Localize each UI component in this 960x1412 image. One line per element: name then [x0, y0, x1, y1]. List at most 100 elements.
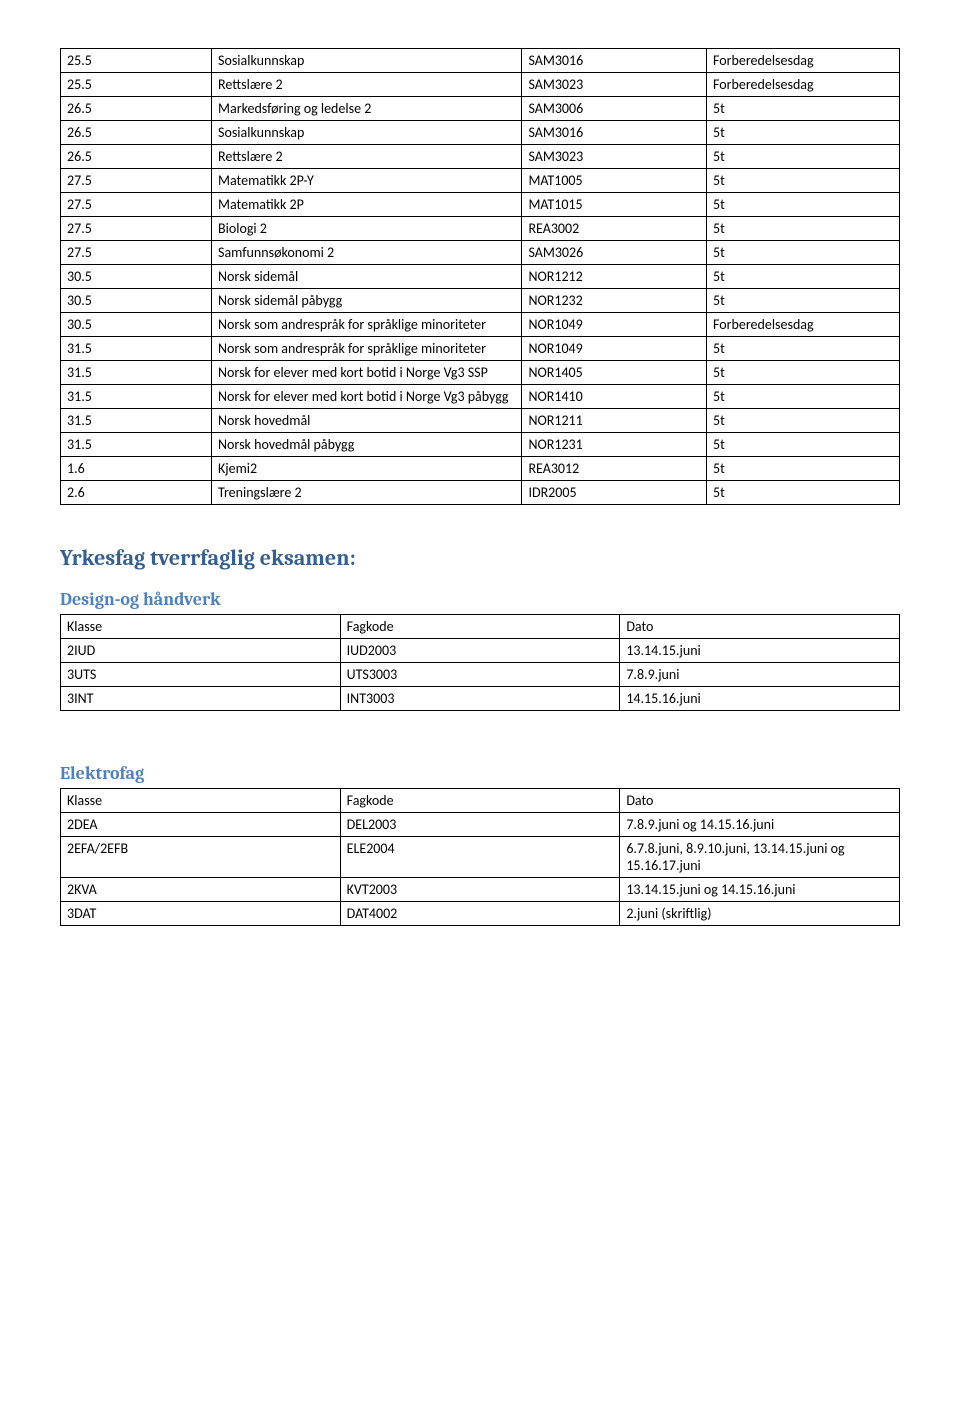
- cell: Forberedelsesdag: [707, 73, 900, 97]
- table-row: 2KVAKVT200313.14.15.juni og 14.15.16.jun…: [61, 878, 900, 902]
- elektro-heading: Elektrofag: [60, 763, 900, 784]
- cell: 5t: [707, 193, 900, 217]
- cell: 5t: [707, 169, 900, 193]
- table-row: 27.5Matematikk 2P-YMAT10055t: [61, 169, 900, 193]
- section-heading: Yrkesfag tverrfaglig eksamen:: [60, 545, 900, 571]
- cell: Markedsføring og ledelse 2: [212, 97, 522, 121]
- cell: 27.5: [61, 217, 212, 241]
- cell: 5t: [707, 409, 900, 433]
- main-exam-table: 25.5SosialkunnskapSAM3016Forberedelsesda…: [60, 48, 900, 505]
- table-row: 2DEADEL20037.8.9.juni og 14.15.16.juni: [61, 813, 900, 837]
- cell: NOR1231: [522, 433, 707, 457]
- header-cell: Dato: [620, 789, 900, 813]
- cell: NOR1405: [522, 361, 707, 385]
- cell: 3DAT: [61, 902, 341, 926]
- cell: Biologi 2: [212, 217, 522, 241]
- cell: 5t: [707, 457, 900, 481]
- table-row: 2IUDIUD200313.14.15.juni: [61, 639, 900, 663]
- cell: 2DEA: [61, 813, 341, 837]
- header-cell: Fagkode: [340, 789, 620, 813]
- cell: 2EFA/2EFB: [61, 837, 341, 878]
- cell: NOR1212: [522, 265, 707, 289]
- table-row: 3INTINT300314.15.16.juni: [61, 687, 900, 711]
- cell: NOR1410: [522, 385, 707, 409]
- cell: DAT4002: [340, 902, 620, 926]
- table-row: 31.5Norsk hovedmålNOR12115t: [61, 409, 900, 433]
- cell: 5t: [707, 433, 900, 457]
- cell: Norsk for elever med kort botid i Norge …: [212, 361, 522, 385]
- cell: 31.5: [61, 385, 212, 409]
- cell: SAM3023: [522, 145, 707, 169]
- cell: 13.14.15.juni og 14.15.16.juni: [620, 878, 900, 902]
- table-row: 27.5Matematikk 2PMAT10155t: [61, 193, 900, 217]
- cell: 3INT: [61, 687, 341, 711]
- cell: 25.5: [61, 49, 212, 73]
- cell: 5t: [707, 97, 900, 121]
- header-cell: Klasse: [61, 615, 341, 639]
- cell: 13.14.15.juni: [620, 639, 900, 663]
- header-cell: Fagkode: [340, 615, 620, 639]
- table-row: 3UTSUTS30037.8.9.juni: [61, 663, 900, 687]
- cell: Sosialkunnskap: [212, 121, 522, 145]
- cell: 2.juni (skriftlig): [620, 902, 900, 926]
- cell: Norsk for elever med kort botid i Norge …: [212, 385, 522, 409]
- cell: 3UTS: [61, 663, 341, 687]
- cell: Treningslære 2: [212, 481, 522, 505]
- header-cell: Dato: [620, 615, 900, 639]
- cell: 1.6: [61, 457, 212, 481]
- cell: NOR1211: [522, 409, 707, 433]
- cell: ELE2004: [340, 837, 620, 878]
- cell: 27.5: [61, 193, 212, 217]
- table-header-row: KlasseFagkodeDato: [61, 789, 900, 813]
- table-row: 31.5Norsk for elever med kort botid i No…: [61, 385, 900, 409]
- table-row: 31.5Norsk for elever med kort botid i No…: [61, 361, 900, 385]
- cell: 5t: [707, 241, 900, 265]
- cell: 31.5: [61, 361, 212, 385]
- cell: SAM3023: [522, 73, 707, 97]
- elektro-table: KlasseFagkodeDato2DEADEL20037.8.9.juni o…: [60, 788, 900, 926]
- header-cell: Klasse: [61, 789, 341, 813]
- cell: Matematikk 2P: [212, 193, 522, 217]
- cell: 5t: [707, 481, 900, 505]
- cell: IUD2003: [340, 639, 620, 663]
- cell: Rettslære 2: [212, 73, 522, 97]
- table-row: 25.5SosialkunnskapSAM3016Forberedelsesda…: [61, 49, 900, 73]
- cell: 14.15.16.juni: [620, 687, 900, 711]
- table-row: 27.5Biologi 2REA30025t: [61, 217, 900, 241]
- cell: INT3003: [340, 687, 620, 711]
- cell: Norsk som andrespråk for språklige minor…: [212, 313, 522, 337]
- cell: 31.5: [61, 337, 212, 361]
- table-row: 26.5Rettslære 2SAM30235t: [61, 145, 900, 169]
- cell: SAM3016: [522, 121, 707, 145]
- cell: NOR1232: [522, 289, 707, 313]
- cell: SAM3006: [522, 97, 707, 121]
- cell: NOR1049: [522, 337, 707, 361]
- cell: DEL2003: [340, 813, 620, 837]
- cell: REA3012: [522, 457, 707, 481]
- cell: UTS3003: [340, 663, 620, 687]
- cell: 5t: [707, 361, 900, 385]
- cell: IDR2005: [522, 481, 707, 505]
- cell: 30.5: [61, 313, 212, 337]
- cell: KVT2003: [340, 878, 620, 902]
- cell: Norsk hovedmål påbygg: [212, 433, 522, 457]
- table-row: 31.5Norsk hovedmål påbyggNOR12315t: [61, 433, 900, 457]
- cell: 25.5: [61, 73, 212, 97]
- cell: Forberedelsesdag: [707, 49, 900, 73]
- cell: 2IUD: [61, 639, 341, 663]
- table-row: 30.5Norsk sidemål påbyggNOR12325t: [61, 289, 900, 313]
- cell: Norsk som andrespråk for språklige minor…: [212, 337, 522, 361]
- cell: SAM3016: [522, 49, 707, 73]
- cell: Forberedelsesdag: [707, 313, 900, 337]
- table-row: 1.6Kjemi2REA30125t: [61, 457, 900, 481]
- table-row: 27.5Samfunnsøkonomi 2SAM30265t: [61, 241, 900, 265]
- cell: NOR1049: [522, 313, 707, 337]
- cell: 5t: [707, 385, 900, 409]
- table-row: 26.5Markedsføring og ledelse 2SAM30065t: [61, 97, 900, 121]
- cell: Norsk sidemål påbygg: [212, 289, 522, 313]
- table-row: 30.5Norsk sidemålNOR12125t: [61, 265, 900, 289]
- cell: 31.5: [61, 409, 212, 433]
- cell: 30.5: [61, 289, 212, 313]
- design-heading: Design-og håndverk: [60, 589, 900, 610]
- table-row: 25.5Rettslære 2SAM3023Forberedelsesdag: [61, 73, 900, 97]
